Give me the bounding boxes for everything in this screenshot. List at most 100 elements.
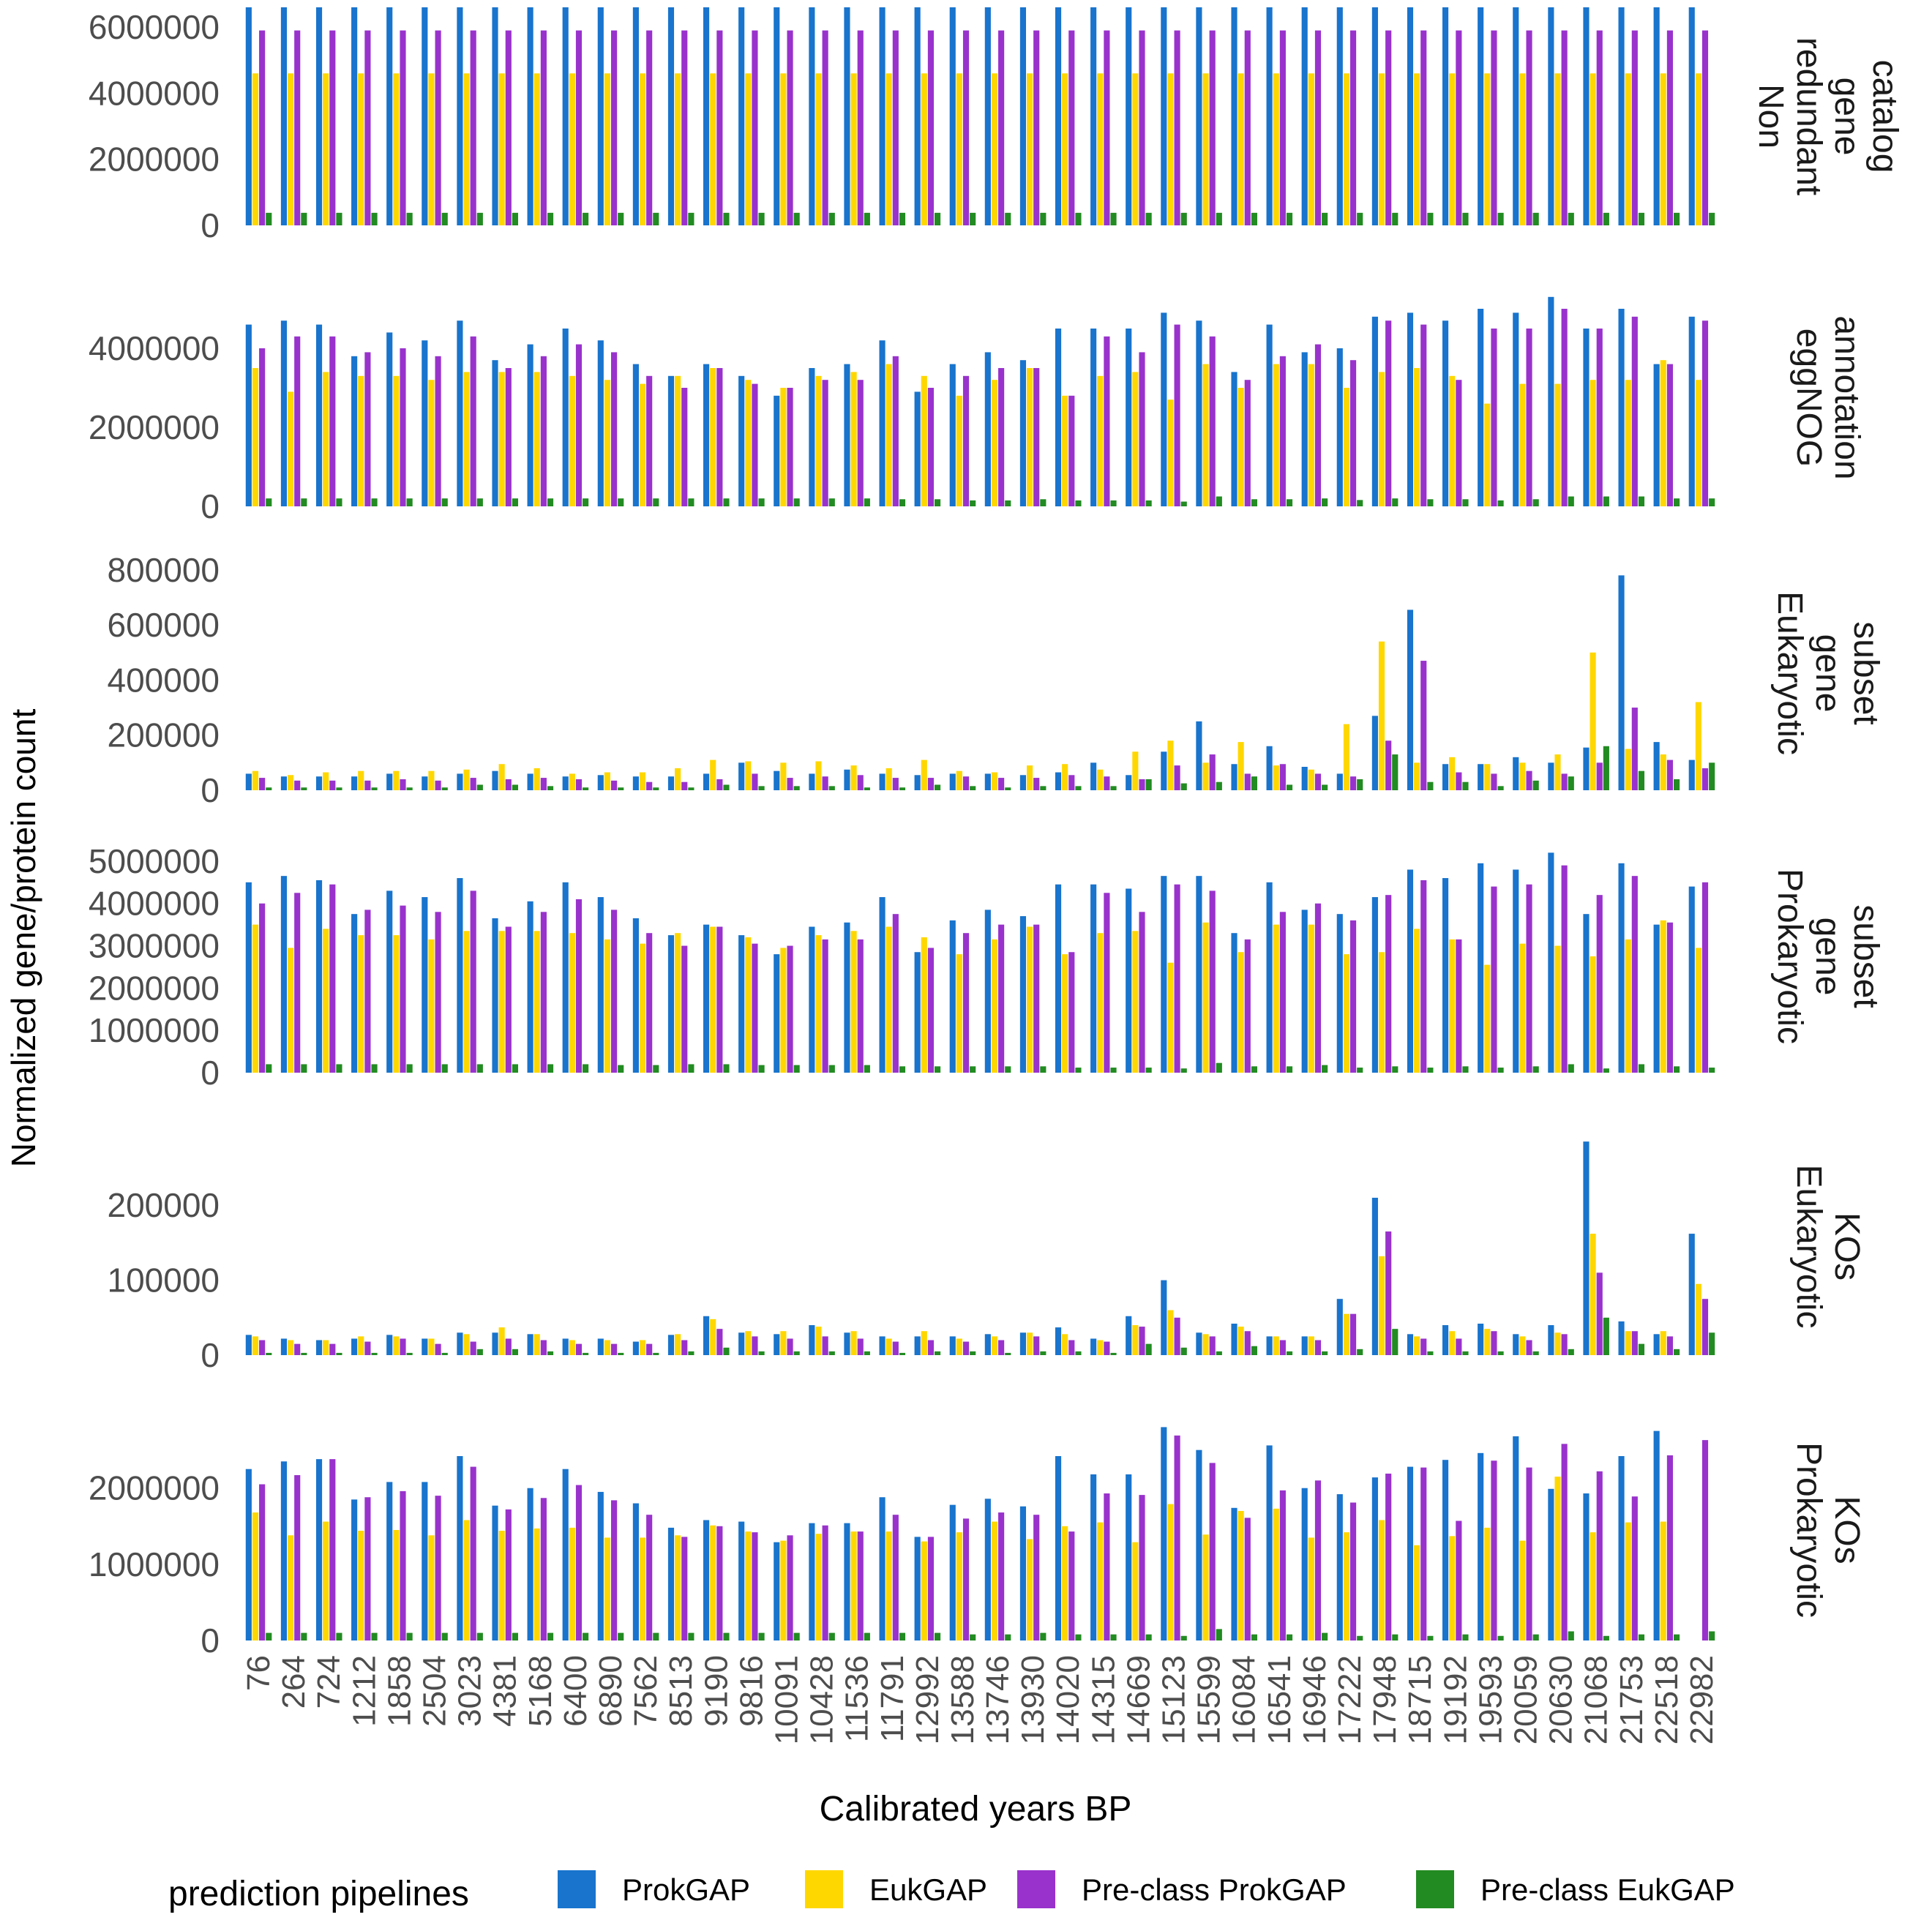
bar-pre-class-eukgap bbox=[618, 787, 624, 790]
bar-pre-class-eukgap bbox=[1286, 1634, 1293, 1640]
bar-eukgap bbox=[1062, 954, 1068, 1073]
panel-3: 0 200000 400000 600000 800000 Eukaryotic gene s… bbox=[108, 551, 1886, 809]
bar-eukgap bbox=[639, 1340, 646, 1355]
bar-prokgap bbox=[351, 1499, 358, 1640]
bar-pre-class-eukgap bbox=[1005, 1352, 1011, 1355]
bars bbox=[245, 575, 1715, 790]
bar-pre-class-eukgap bbox=[1040, 499, 1046, 506]
bar-pre-class-eukgap bbox=[1286, 499, 1293, 506]
bar-pre-class-prokgap bbox=[892, 1341, 899, 1355]
bar-prokgap bbox=[774, 770, 780, 790]
bar-prokgap bbox=[632, 1341, 639, 1355]
bar-eukgap bbox=[1695, 73, 1701, 225]
bar-pre-class-prokgap bbox=[1068, 1340, 1075, 1355]
bar-eukgap bbox=[745, 380, 752, 506]
bar-eukgap bbox=[1519, 383, 1526, 506]
bar-pre-class-prokgap bbox=[1420, 1338, 1427, 1355]
bar-pre-class-prokgap bbox=[1244, 939, 1251, 1073]
x-axis-title: Calibrated years BP bbox=[820, 1790, 1132, 1829]
bar-pre-class-prokgap bbox=[646, 30, 653, 225]
bar-pre-class-prokgap bbox=[540, 778, 547, 790]
x-tick-label: 20059 bbox=[1508, 1655, 1544, 1744]
bar-prokgap bbox=[1513, 869, 1519, 1073]
bar-pre-class-eukgap bbox=[1427, 1351, 1434, 1355]
bar-prokgap bbox=[351, 1338, 358, 1355]
bar-pre-class-prokgap bbox=[1350, 1313, 1357, 1355]
bar-pre-class-eukgap bbox=[1005, 787, 1011, 790]
bar-pre-class-prokgap bbox=[787, 1338, 793, 1355]
bar-prokgap bbox=[667, 7, 675, 225]
bar-pre-class-eukgap bbox=[371, 1632, 378, 1640]
bar-eukgap bbox=[886, 364, 892, 506]
x-tick-label: 17948 bbox=[1367, 1655, 1403, 1744]
bar-pre-class-prokgap bbox=[1456, 30, 1462, 225]
bar-pre-class-eukgap bbox=[406, 1352, 413, 1355]
bar-pre-class-prokgap bbox=[540, 30, 547, 225]
bar-prokgap bbox=[492, 1505, 498, 1640]
bar-eukgap bbox=[1202, 762, 1209, 790]
bar-eukgap bbox=[815, 1327, 822, 1355]
bar-eukgap bbox=[639, 772, 646, 790]
bar-prokgap bbox=[1371, 1477, 1378, 1640]
y-tick-label: 3000000 bbox=[89, 927, 220, 965]
bar-pre-class-prokgap bbox=[470, 336, 476, 506]
bar-pre-class-eukgap bbox=[1532, 212, 1539, 225]
bar-prokgap bbox=[1442, 320, 1449, 506]
bar-eukgap bbox=[463, 73, 470, 225]
legend-swatch-pre-class-prokgap bbox=[1017, 1870, 1055, 1908]
bar-eukgap bbox=[815, 73, 822, 225]
x-tick-label: 10091 bbox=[769, 1655, 805, 1744]
bar-pre-class-eukgap bbox=[1568, 1631, 1574, 1640]
bar-pre-class-eukgap bbox=[758, 1632, 765, 1640]
bar-pre-class-eukgap bbox=[1462, 781, 1469, 790]
bar-prokgap bbox=[1161, 7, 1167, 225]
bar-eukgap bbox=[323, 73, 329, 225]
bar-pre-class-eukgap bbox=[1322, 784, 1328, 790]
bar-pre-class-prokgap bbox=[1033, 924, 1040, 1073]
bar-prokgap bbox=[1548, 1488, 1554, 1640]
bar-pre-class-prokgap bbox=[646, 781, 653, 790]
bar-prokgap bbox=[1126, 7, 1132, 225]
bar-eukgap bbox=[710, 368, 716, 506]
bar-prokgap bbox=[1442, 1460, 1449, 1640]
bar-prokgap bbox=[1161, 1280, 1167, 1355]
bar-pre-class-eukgap bbox=[371, 787, 378, 790]
bar-pre-class-prokgap bbox=[716, 368, 723, 506]
bar-pre-class-eukgap bbox=[1145, 1343, 1152, 1355]
bar-prokgap bbox=[597, 775, 604, 790]
bar-pre-class-eukgap bbox=[723, 1347, 730, 1355]
bar-prokgap bbox=[1583, 914, 1590, 1073]
bar-pre-class-eukgap bbox=[441, 498, 448, 506]
bar-pre-class-eukgap bbox=[1532, 499, 1539, 506]
bar-pre-class-prokgap bbox=[962, 375, 970, 506]
bar-eukgap bbox=[1378, 1256, 1385, 1355]
bar-prokgap bbox=[422, 1482, 428, 1640]
bar-prokgap bbox=[667, 935, 675, 1073]
bar-pre-class-prokgap bbox=[787, 945, 793, 1073]
bar-pre-class-eukgap bbox=[1075, 1068, 1082, 1073]
bar-prokgap bbox=[1090, 1474, 1097, 1640]
x-tick-label: 15599 bbox=[1191, 1655, 1227, 1744]
bar-pre-class-prokgap bbox=[364, 780, 371, 790]
bar-prokgap bbox=[1548, 762, 1554, 790]
bar-pre-class-prokgap bbox=[822, 1336, 828, 1355]
bar-pre-class-eukgap bbox=[371, 498, 378, 506]
bar-eukgap bbox=[815, 761, 822, 790]
bar-prokgap bbox=[1653, 1334, 1660, 1355]
bar-eukgap bbox=[358, 73, 364, 225]
bar-pre-class-prokgap bbox=[400, 905, 406, 1073]
bar-pre-class-eukgap bbox=[618, 1632, 624, 1640]
bar-pre-class-eukgap bbox=[1110, 500, 1117, 506]
bar-pre-class-prokgap bbox=[1244, 1331, 1251, 1355]
bar-prokgap bbox=[386, 890, 393, 1073]
bar-eukgap bbox=[1590, 956, 1596, 1073]
bar-pre-class-eukgap bbox=[336, 212, 342, 225]
bar-pre-class-eukgap bbox=[1075, 786, 1082, 790]
x-tick-label: 17222 bbox=[1332, 1655, 1368, 1744]
bar-prokgap bbox=[597, 1338, 604, 1355]
bar-pre-class-prokgap bbox=[1279, 356, 1286, 506]
bar-pre-class-eukgap bbox=[1462, 1634, 1469, 1640]
legend-items: ProkGAP EukGAP Pre-class ProkGAP Pre-class … bbox=[558, 1870, 1735, 1908]
bar-eukgap bbox=[1167, 740, 1174, 790]
x-tick-label: 264 bbox=[276, 1655, 312, 1709]
